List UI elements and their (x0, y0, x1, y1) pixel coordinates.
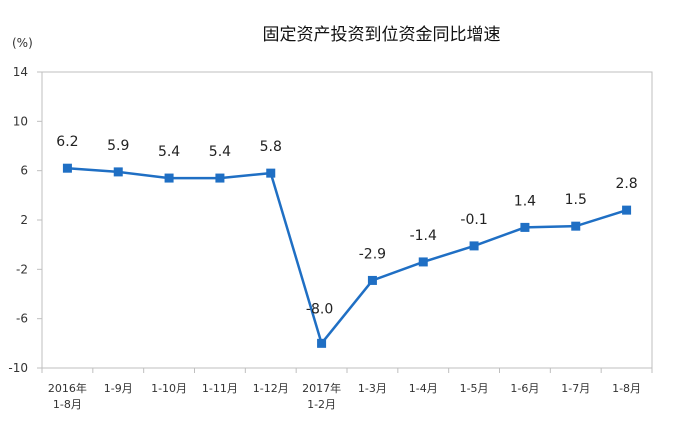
data-point-marker (622, 205, 632, 215)
x-tick-label: 1-11月 (202, 382, 238, 395)
y-tick-label: 14 (13, 65, 28, 79)
plot-area-frame (41, 71, 653, 369)
x-tick-label: 1-10月 (151, 382, 187, 395)
data-label: -2.9 (359, 246, 386, 262)
y-tick-label: 10 (13, 114, 28, 128)
data-point-marker (520, 222, 530, 232)
data-point-marker (418, 257, 428, 267)
data-label: 5.4 (158, 144, 180, 160)
x-tick-label: 1-5月 (460, 382, 489, 395)
y-unit-label: (%) (12, 36, 33, 50)
data-point-marker (113, 167, 123, 177)
x-tick-label: 2017年 1-2月 (302, 381, 341, 411)
x-tick-label: 1-6月 (510, 382, 539, 395)
data-point-marker (62, 163, 72, 173)
data-label: 5.8 (260, 139, 282, 155)
data-label: -0.1 (460, 212, 487, 228)
data-label: 6.2 (56, 134, 78, 150)
series-line (67, 166, 627, 346)
y-tick-label: -6 (16, 312, 28, 326)
y-tick-label: 2 (20, 213, 28, 227)
data-label: 1.4 (514, 193, 536, 209)
data-point-marker (469, 241, 479, 251)
data-label: 5.4 (209, 144, 231, 160)
x-tick-label: 1-4月 (409, 382, 438, 395)
data-label: -8.0 (306, 301, 333, 317)
data-point-marker (317, 338, 327, 348)
data-label: -1.4 (410, 228, 437, 244)
x-tick-label: 1-3月 (358, 382, 387, 395)
x-tick-label: 1-7月 (561, 382, 590, 395)
y-tick-label: 6 (20, 164, 28, 178)
y-tick-label: -10 (8, 361, 28, 375)
x-tick-label: 1-12月 (253, 382, 289, 395)
data-label: 1.5 (565, 192, 587, 208)
y-tick-label: -2 (16, 262, 28, 276)
data-label: 5.9 (107, 138, 129, 154)
x-tick-label: 1-9月 (104, 382, 133, 395)
data-point-marker (164, 173, 174, 183)
data-point-marker (367, 275, 377, 285)
data-point-marker (571, 221, 581, 231)
chart-title: 固定资产投资到位资金同比增速 (262, 25, 501, 45)
data-point-marker (266, 168, 276, 178)
data-point-marker (215, 173, 225, 183)
x-tick-label: 2016年 1-8月 (48, 381, 87, 411)
data-label: 2.8 (615, 176, 637, 192)
x-tick-label: 1-8月 (612, 382, 641, 395)
